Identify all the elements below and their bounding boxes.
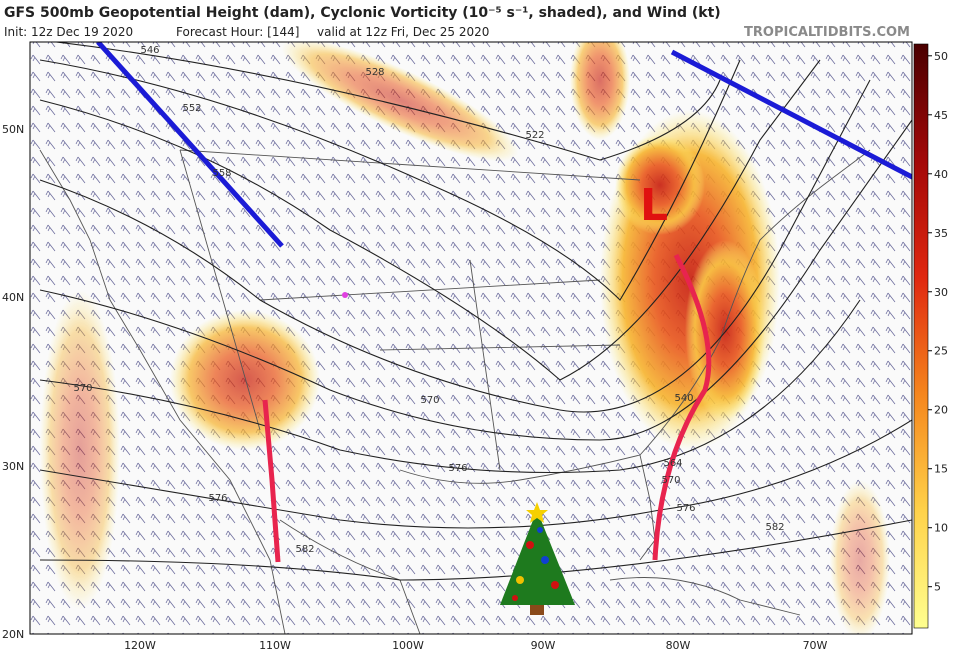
trough-axis (652, 253, 712, 561)
init-time: Init: 12z Dec 19 2020 (4, 25, 133, 39)
forecast-hour: Forecast Hour: [144] (176, 25, 299, 39)
contour-label: 570 (73, 383, 92, 394)
coastlines (39, 149, 871, 634)
map-frame (29, 41, 913, 635)
contour-label: 528 (365, 67, 384, 78)
height-contours (39, 42, 912, 581)
lon-label: 90W (531, 639, 556, 652)
contour-label: 576 (676, 503, 695, 514)
lon-labels: 120W 110W 100W 90W 80W 70W (124, 639, 827, 652)
colorbar-label: 25 (934, 345, 948, 358)
lat-label: 50N (2, 123, 24, 136)
colorbar-label: 45 (934, 109, 948, 122)
lon-label: 80W (666, 639, 691, 652)
source: TROPICALTIDBITS.COM (744, 25, 910, 40)
contour-label: 570 (420, 395, 439, 406)
contour-label: 552 (182, 103, 201, 114)
colorbar-label: 20 (934, 404, 948, 417)
ridge-axis (670, 49, 912, 180)
contour-label: 564 (663, 458, 682, 469)
lon-label: 120W (124, 639, 156, 652)
title: GFS 500mb Geopotential Height (dam), Cyc… (4, 5, 721, 21)
lon-label: 70W (803, 639, 828, 652)
colorbar-label: 10 (934, 522, 948, 535)
contour-label: 576 (208, 493, 227, 504)
lat-label: 30N (2, 460, 24, 473)
lat-label: 20N (2, 628, 24, 641)
colorbar-ticks: 5 10 15 20 25 30 35 40 45 50 (928, 50, 948, 594)
marker (342, 292, 348, 298)
contour-label: 558 (212, 168, 231, 179)
trough-axis (96, 42, 284, 248)
lon-label: 110W (259, 639, 291, 652)
contour-label: 570 (661, 475, 680, 486)
contour-label: 582 (765, 522, 784, 533)
contour-label: 576 (448, 463, 467, 474)
colorbar-label: 35 (934, 227, 948, 240)
contour-labels: 546 552 558 528 522 570 576 570 576 582 540 564 570 5… (73, 45, 784, 555)
colorbar-label: 30 (934, 286, 948, 299)
trough-axis (262, 399, 281, 563)
christmas-tree (500, 502, 575, 615)
colorbar-label: 40 (934, 168, 948, 181)
lat-labels: 50N 40N 30N 20N (2, 123, 24, 641)
lon-label: 100W (392, 639, 424, 652)
colorbar-label: 15 (934, 463, 948, 476)
map: L (30, 42, 912, 634)
contour-label: 522 (525, 130, 544, 141)
colorbar-label: 5 (934, 581, 941, 594)
contour-label: 546 (140, 45, 159, 56)
contour-label: 540 (674, 393, 693, 404)
lat-label: 40N (2, 291, 24, 304)
colorbar (913, 43, 929, 629)
valid-time: valid at 12z Fri, Dec 25 2020 (317, 25, 489, 39)
contour-label: 582 (295, 544, 314, 555)
colorbar-label: 50 (934, 50, 948, 63)
low-marker: L (640, 180, 668, 231)
